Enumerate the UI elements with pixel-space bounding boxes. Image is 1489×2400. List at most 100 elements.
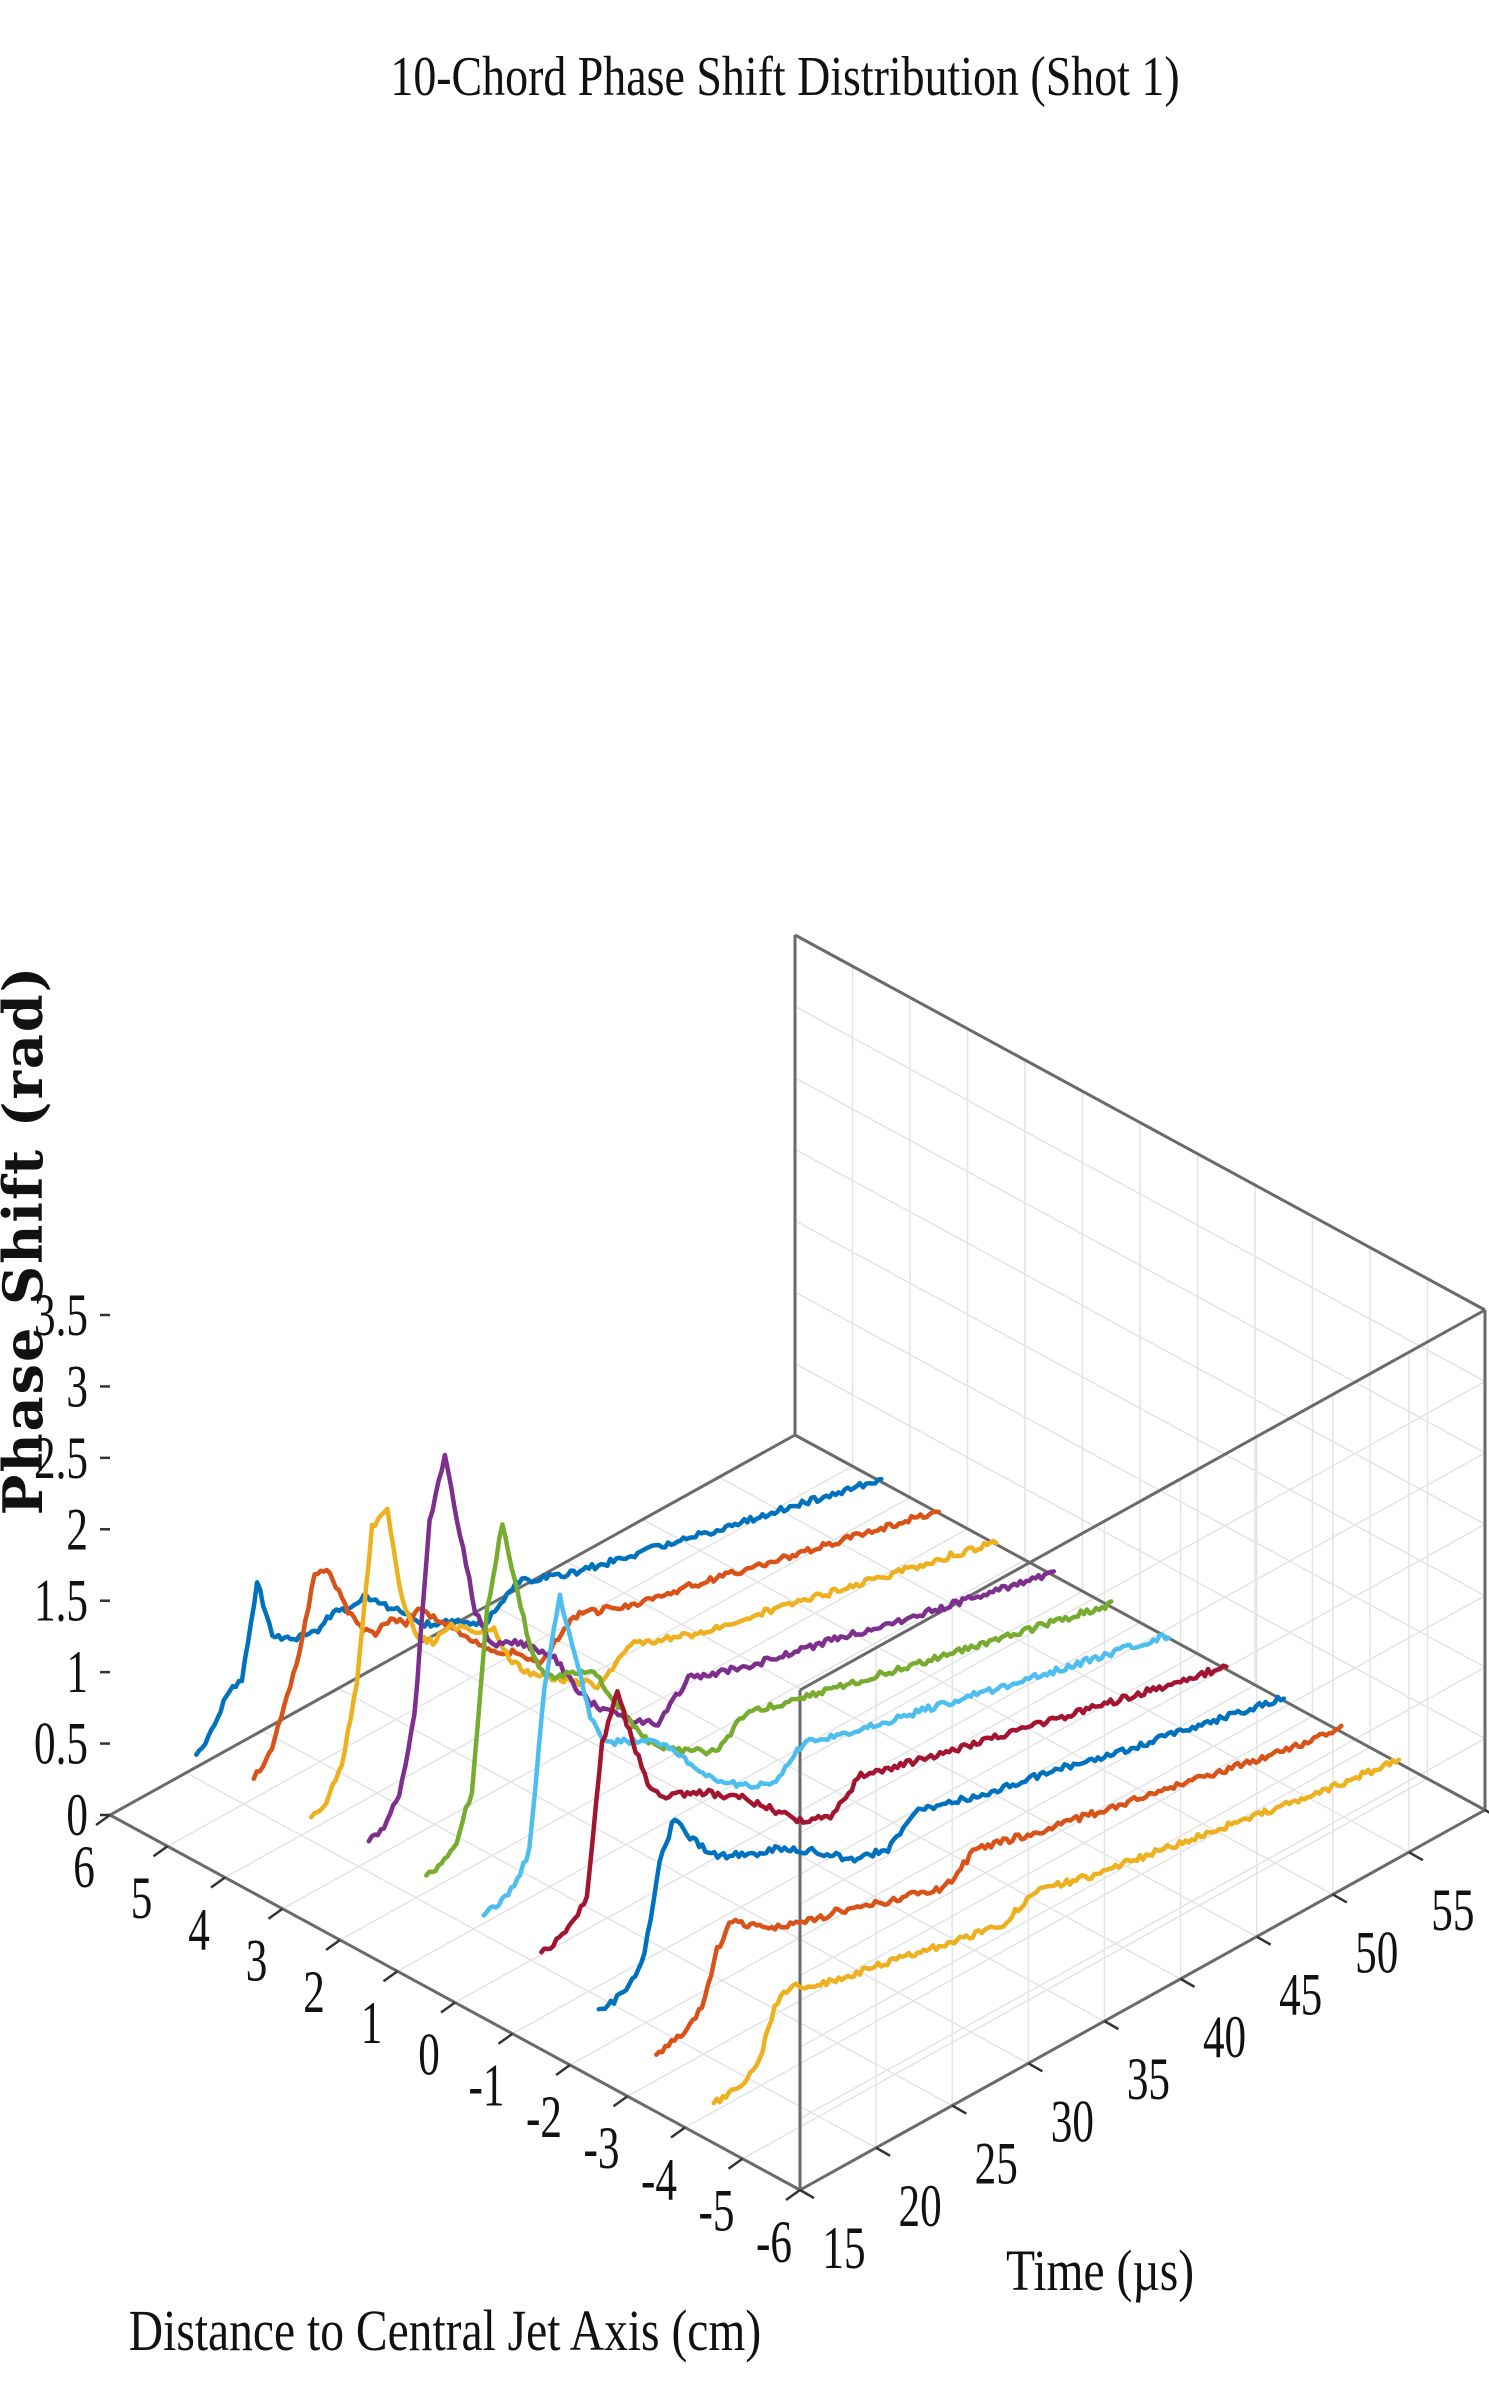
floor-grid-x <box>684 1746 1371 2129</box>
y-tick-mark <box>1484 1808 1489 1814</box>
floor-grid-x <box>512 1653 1198 2035</box>
x-tick-mark <box>785 2188 801 2202</box>
floor-grid-x <box>627 1715 1313 2097</box>
floor-grid-x <box>569 1684 1256 2066</box>
x-tick-mark <box>382 1970 399 1983</box>
floor-grid-t <box>185 1772 877 2149</box>
x-tick-label: -4 <box>641 2147 677 2214</box>
floor-grid-t <box>642 1518 1334 1896</box>
x-axis-label: Distance to Central Jet Axis (cm) <box>129 2300 761 2363</box>
series-layer <box>194 1452 1402 2106</box>
x-tick-label: -2 <box>526 2084 562 2151</box>
side-wall-grid-z <box>799 1452 1486 1834</box>
tick-layer: 6543210-1-2-3-4-5-6152025303540455055600… <box>34 1282 1489 2282</box>
y-tick-label: 20 <box>899 2173 942 2240</box>
floor-grid-t <box>337 1687 1029 2064</box>
x-tick-mark <box>267 1907 284 1920</box>
side-wall-grid-z <box>799 1595 1486 1977</box>
x-tick-mark <box>612 2095 629 2108</box>
series-trace <box>309 1506 999 1820</box>
y-tick-label: 50 <box>1355 1920 1398 1987</box>
z-tick-label: 2.5 <box>34 1425 88 1492</box>
back-wall-grid-z <box>794 1005 1486 1383</box>
floor-grid-x <box>454 1621 1141 2004</box>
axis-edge <box>799 1808 1486 2192</box>
series-trace <box>366 1452 1057 1844</box>
x-tick-label: -3 <box>584 2115 620 2182</box>
x-tick-mark <box>152 1845 169 1858</box>
x-tick-label: 5 <box>131 1865 153 1932</box>
z-tick-label: 1 <box>66 1639 88 1706</box>
y-tick-label: 15 <box>822 2215 865 2282</box>
back-wall-grid-z <box>794 1077 1486 1454</box>
floor-grid-t <box>261 1729 953 2107</box>
y-tick-mark <box>875 2146 891 2157</box>
z-tick-label: 3 <box>66 1354 88 1421</box>
z-tick-label: 2 <box>66 1496 88 1563</box>
y-tick-label: 55 <box>1431 1877 1474 1944</box>
back-wall-grid-z <box>794 1220 1486 1597</box>
series-trace <box>711 1757 1402 2106</box>
y-tick-mark <box>1408 1851 1424 1862</box>
back-wall-grid-z <box>794 1148 1486 1525</box>
axis-edge <box>799 1308 1486 1692</box>
y-tick-label: 30 <box>1051 2089 1094 2156</box>
z-axis-label: Phase Shift (rad) <box>0 965 55 1515</box>
chart-title: 10-Chord Phase Shift Distribution (Shot … <box>390 46 1179 108</box>
side-wall-grid-z <box>799 1523 1486 1905</box>
floor-grid-t <box>490 1603 1181 1980</box>
y-tick-label: 45 <box>1279 1962 1322 2029</box>
axes-frame <box>109 933 1487 2192</box>
floor-grid-x <box>742 1778 1428 2160</box>
y-tick-label: 25 <box>975 2131 1018 2198</box>
y-tick-mark <box>1103 2020 1120 2031</box>
back-wall-grid-z <box>794 1362 1486 1740</box>
series-trace <box>194 1476 884 1757</box>
y-tick-label: 40 <box>1203 2004 1246 2071</box>
z-tick-label: 1.5 <box>34 1568 88 1635</box>
x-tick-mark <box>440 2001 456 2014</box>
x-tick-mark <box>497 2032 514 2045</box>
x-tick-mark <box>325 1938 341 1952</box>
floor-grid-t <box>566 1561 1258 1938</box>
y-tick-mark <box>799 2188 815 2200</box>
x-tick-mark <box>210 1876 226 1889</box>
axis-edge <box>794 933 1486 1312</box>
axis-edge <box>794 1433 1486 1812</box>
y-tick-mark <box>1332 1893 1348 1904</box>
floor-grid-t <box>718 1476 1410 1853</box>
side-wall-grid-z <box>799 1380 1486 1763</box>
x-tick-label: 1 <box>361 1990 383 2057</box>
series-trace <box>424 1522 1114 1878</box>
series-trace <box>481 1592 1172 1918</box>
side-wall-grid-z <box>799 1737 1486 2120</box>
x-tick-label: 0 <box>418 2022 440 2089</box>
floor-grid-x <box>224 1496 911 1879</box>
z-tick-label: 3.5 <box>34 1282 88 1349</box>
x-tick-label: 4 <box>188 1897 210 1964</box>
series-trace <box>251 1509 942 1782</box>
y-axis-label: Time (µs) <box>1006 2240 1194 2303</box>
y-tick-mark <box>1027 2062 1043 2073</box>
x-tick-label: -1 <box>469 2053 505 2120</box>
x-tick-label: -6 <box>756 2209 792 2276</box>
x-tick-mark <box>670 2126 686 2139</box>
x-tick-label: 3 <box>246 1928 268 1995</box>
x-tick-mark <box>727 2157 744 2170</box>
x-tick-label: 6 <box>73 1834 95 1901</box>
z-tick-label: 0.5 <box>34 1711 88 1778</box>
y-tick-mark <box>951 2104 967 2115</box>
y-tick-mark <box>1256 1935 1272 1946</box>
back-wall-grid-z <box>794 1291 1486 1668</box>
y-tick-mark <box>1179 1977 1196 1988</box>
series-trace <box>596 1694 1287 2012</box>
x-tick-label: -5 <box>699 2178 735 2245</box>
z-tick-label: 0 <box>66 1782 88 1849</box>
series-trace <box>539 1663 1229 1955</box>
x-tick-mark <box>555 2063 571 2077</box>
x-tick-label: 2 <box>303 1959 325 2026</box>
y-tick-label: 35 <box>1127 2046 1170 2113</box>
x-tick-mark <box>95 1813 111 1827</box>
